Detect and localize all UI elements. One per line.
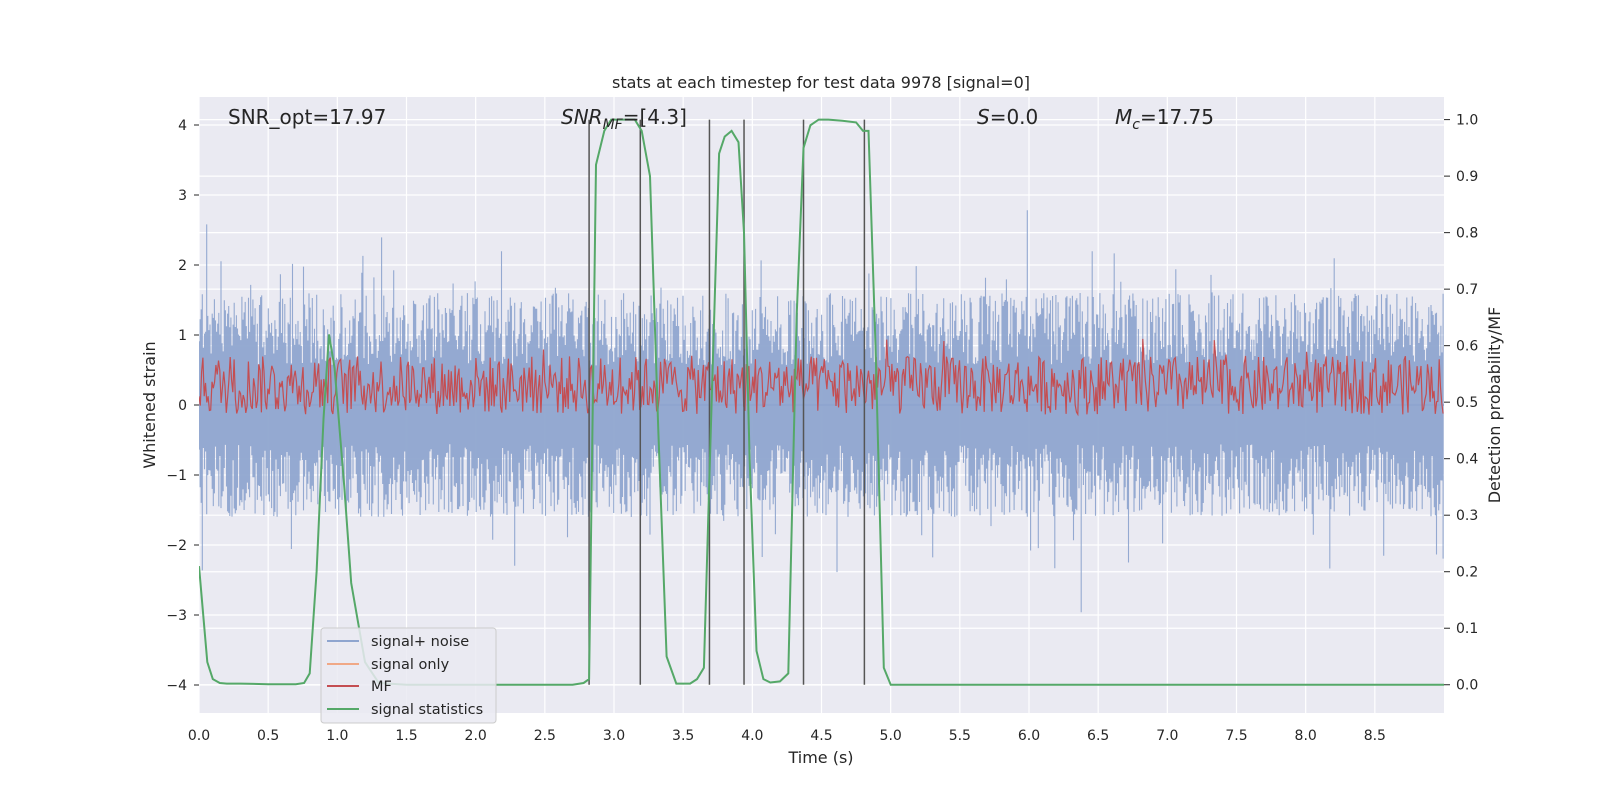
y-right-tick-label: 0.4 [1456, 452, 1478, 468]
y-left-tick-label: −3 [166, 608, 187, 624]
y-left-tick-label: −1 [166, 468, 187, 484]
y-left-tick-label: 0 [178, 398, 187, 414]
y-right-tick-label: 0.8 [1456, 226, 1478, 242]
legend-label-mf: MF [371, 679, 392, 695]
snr-mf-annotation: SNRMF=[4.3] [561, 105, 687, 133]
x-tick-label: 1.0 [326, 728, 348, 744]
axes: 0.0 0.5 1.0 1.5 2.0 2.5 3.0 3.5 4.0 4.5 5.0 5.5 6.0 6… [166, 113, 1478, 744]
y-left-tick-label: 3 [178, 188, 187, 204]
y-right-tick-label: 0.0 [1456, 678, 1478, 694]
y-right-tick-label: 0.2 [1456, 565, 1478, 581]
x-tick-label: 6.0 [1018, 728, 1040, 744]
x-tick-label: 3.0 [603, 728, 625, 744]
y-axis-label-right: Detection probability/MF [1485, 307, 1504, 504]
y-right-tick-label: 1.0 [1456, 113, 1478, 129]
mf-trace [199, 338, 1444, 417]
snr-opt-annotation: SNR_opt=17.97 [228, 105, 386, 129]
y-right-tick-label: 0.9 [1456, 169, 1478, 185]
legend: signal+ noise signal only MF signal stat… [320, 627, 497, 724]
legend-box [320, 627, 497, 724]
y-right-tick-label: 0.3 [1456, 508, 1478, 524]
signal-noise-series [199, 210, 1444, 613]
y-left-tick-label: −4 [166, 678, 187, 694]
x-tick-label: 4.0 [741, 728, 763, 744]
chart-title: stats at each timestep for test data 997… [612, 73, 1030, 92]
x-tick-label: 1.5 [395, 728, 417, 744]
y-left-tick-label: 1 [178, 328, 187, 344]
x-tick-label: 4.5 [810, 728, 832, 744]
x-tick-label: 7.0 [1156, 728, 1178, 744]
y-right-tick-label: 0.6 [1456, 339, 1478, 355]
mc-label: M [1115, 105, 1132, 129]
s-annotation: S=0.0 [977, 105, 1038, 129]
y-left-tick-label: −2 [166, 538, 187, 554]
legend-label-signal-only: signal only [371, 657, 450, 673]
y-right-tick-label: 0.1 [1456, 621, 1478, 637]
x-tick-label: 0.5 [257, 728, 279, 744]
mc-subscript: c [1132, 117, 1140, 133]
x-tick-label: 8.5 [1364, 728, 1386, 744]
y-axis-label-left: Whitened strain [140, 341, 159, 468]
x-tick-label: 5.0 [880, 728, 902, 744]
x-tick-label: 3.5 [672, 728, 694, 744]
x-tick-label: 2.5 [534, 728, 556, 744]
snr-mf-subscript: MF [603, 117, 624, 133]
snr-mf-value: =[4.3] [623, 105, 687, 129]
x-axis-label: Time (s) [787, 748, 853, 767]
legend-label-signal-noise: signal+ noise [371, 634, 469, 650]
x-tick-label: 5.5 [949, 728, 971, 744]
signal-statistics-series [199, 118, 1444, 686]
y-right-tick-label: 0.7 [1456, 282, 1478, 298]
mf-series [199, 338, 1444, 417]
y-left-tick-label: 4 [178, 118, 187, 134]
signal-statistics-trace [199, 118, 1444, 686]
y-right-tick-label: 0.5 [1456, 395, 1478, 411]
detection-vertical-lines [588, 119, 866, 685]
x-tick-label: 0.0 [188, 728, 210, 744]
s-value: =0.0 [990, 105, 1039, 129]
x-tick-label: 2.0 [465, 728, 487, 744]
legend-label-signal-statistics: signal statistics [371, 702, 483, 718]
y-left-tick-label: 2 [178, 258, 187, 274]
mc-annotation: Mc=17.75 [1115, 105, 1214, 133]
x-tick-label: 6.5 [1087, 728, 1109, 744]
s-label: S [977, 105, 990, 129]
snr-mf-label: SNR [561, 105, 603, 129]
x-tick-label: 8.0 [1295, 728, 1317, 744]
mc-value: =17.75 [1140, 105, 1214, 129]
x-tick-label: 7.5 [1225, 728, 1247, 744]
